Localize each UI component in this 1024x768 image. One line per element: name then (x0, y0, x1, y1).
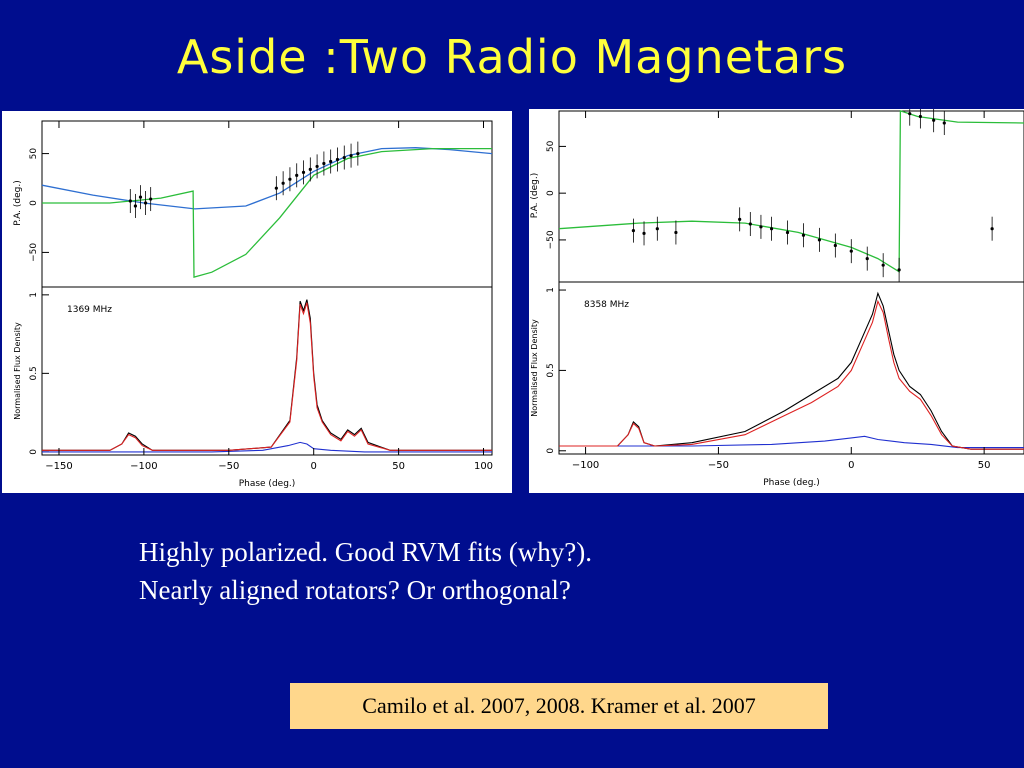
chart-left-panel: −50 0 50 P.A. (deg.) 0 0.5 1 Normalised Flux De… (2, 111, 512, 493)
chart-right-panel: −50 0 50 P.A. (deg.) 0 0.5 1 Normalised Flux De… (529, 109, 1024, 493)
pa-data-point (642, 231, 646, 235)
pa-data-point (881, 263, 885, 267)
pa-data-point (301, 170, 306, 174)
pa-data-point (631, 228, 635, 233)
pa-data-point (738, 217, 742, 221)
pa-data-point (335, 157, 340, 162)
linear-pol-curve (559, 299, 1024, 450)
pa-data-point (932, 118, 936, 122)
x-tick-label: −150 (45, 461, 72, 472)
x-axis-label: Phase (deg.) (763, 478, 820, 488)
pa-data-point (849, 249, 853, 253)
pa-data-point (308, 167, 312, 171)
pa-data-point (349, 153, 353, 158)
pa-data-point (295, 173, 299, 177)
pa-y-tick-label: 50 (546, 140, 556, 152)
x-tick-label: −100 (572, 460, 599, 471)
pa-axes-frame (41, 120, 493, 288)
chart-left-svg: −50 0 50 P.A. (deg.) 0 0.5 1 Normalised Flux De… (13, 120, 493, 489)
x-tick-label: −50 (708, 460, 729, 471)
linear-pol-curve (42, 302, 492, 451)
circular-pol-curve (42, 441, 492, 453)
profile-y-axis-label: Normalised Flux Density (530, 319, 539, 417)
x-tick-label: −50 (218, 461, 239, 472)
profile-y-tick-label: 0.5 (546, 363, 556, 377)
pa-data-point (897, 268, 901, 272)
x-tick-label: 50 (392, 461, 405, 472)
pa-data-point (128, 199, 132, 203)
total-intensity-curve (559, 291, 1024, 450)
pa-data-point (342, 155, 346, 160)
pa-data-point (785, 230, 790, 235)
profile-y-tick-label: 0 (29, 449, 39, 455)
pa-data-point (315, 164, 319, 169)
pa-data-point (329, 159, 333, 164)
pa-y-axis-label: P.A. (deg.) (13, 180, 23, 225)
pa-axes-frame (558, 110, 1024, 283)
total-intensity-curve (42, 299, 492, 451)
pa-data-point (281, 181, 285, 185)
pa-data-point (274, 186, 278, 190)
x-axis-label: Phase (deg.) (239, 479, 296, 489)
frequency-label: 8358 MHz (584, 300, 629, 310)
pa-data-point (769, 227, 774, 231)
x-tick-label: −100 (130, 461, 157, 472)
pa-data-point (143, 201, 148, 205)
profile-axes-frame (558, 281, 1024, 455)
pa-data-point (133, 204, 137, 208)
pa-data-point (918, 114, 922, 119)
pa-data-point (817, 238, 821, 242)
slide-title: Aside :Two Radio Magnetars (176, 30, 848, 84)
profile-y-axis-label: Normalised Flux Density (13, 322, 22, 420)
pa-data-point (356, 151, 360, 156)
pa-data-point (748, 222, 752, 226)
x-tick-label: 100 (474, 461, 493, 472)
profile-axes-frame (41, 286, 493, 456)
pa-data-point (942, 121, 946, 125)
pa-data-point (759, 225, 763, 229)
frequency-label: 1369 MHz (67, 305, 112, 315)
bullet-2: Nearly aligned rotators? Or orthogonal? (139, 575, 571, 605)
pa-data-point (908, 112, 912, 116)
pa-data-point (149, 197, 153, 201)
chart-right-svg: −50 0 50 P.A. (deg.) 0 0.5 1 Normalised Flux De… (530, 109, 1024, 488)
pa-y-tick-label: 0 (29, 200, 39, 206)
profile-y-tick-label: 1 (29, 292, 39, 298)
profile-y-tick-label: 0 (546, 448, 556, 454)
pa-data-point (674, 230, 678, 235)
pa-y-tick-label: 0 (546, 190, 556, 196)
x-tick-label: 0 (848, 460, 854, 471)
rvm-fit-curve (41, 147, 493, 210)
citation-box: Camilo et al. 2007, 2008. Kramer et al. … (290, 683, 828, 729)
pa-data-point (990, 227, 994, 231)
pa-data-point (801, 233, 806, 237)
profile-y-tick-label: 0.5 (29, 366, 39, 380)
bullet-1: Highly polarized. Good RVM fits (why?). (139, 537, 593, 567)
bullet-list: Highly polarized. Good RVM fits (why?). … (139, 533, 592, 609)
profile-y-tick-label: 1 (546, 287, 556, 293)
pa-data-point (655, 227, 659, 231)
circular-pol-curve (559, 435, 1024, 449)
x-tick-label: 50 (978, 460, 991, 471)
pa-y-tick-label: 50 (29, 148, 39, 160)
pa-y-tick-label: −50 (546, 230, 556, 249)
pa-y-tick-label: −50 (29, 243, 39, 262)
pa-data-point (322, 161, 326, 166)
x-tick-label: 0 (311, 461, 317, 472)
pa-y-axis-label: P.A. (deg.) (530, 173, 540, 218)
rvm-fit-curve (42, 147, 492, 278)
pa-data-point (833, 243, 837, 248)
pa-data-point (288, 177, 292, 181)
rvm-fit-curve (558, 110, 1024, 273)
pa-data-point (138, 195, 143, 199)
pa-data-point (865, 257, 869, 261)
